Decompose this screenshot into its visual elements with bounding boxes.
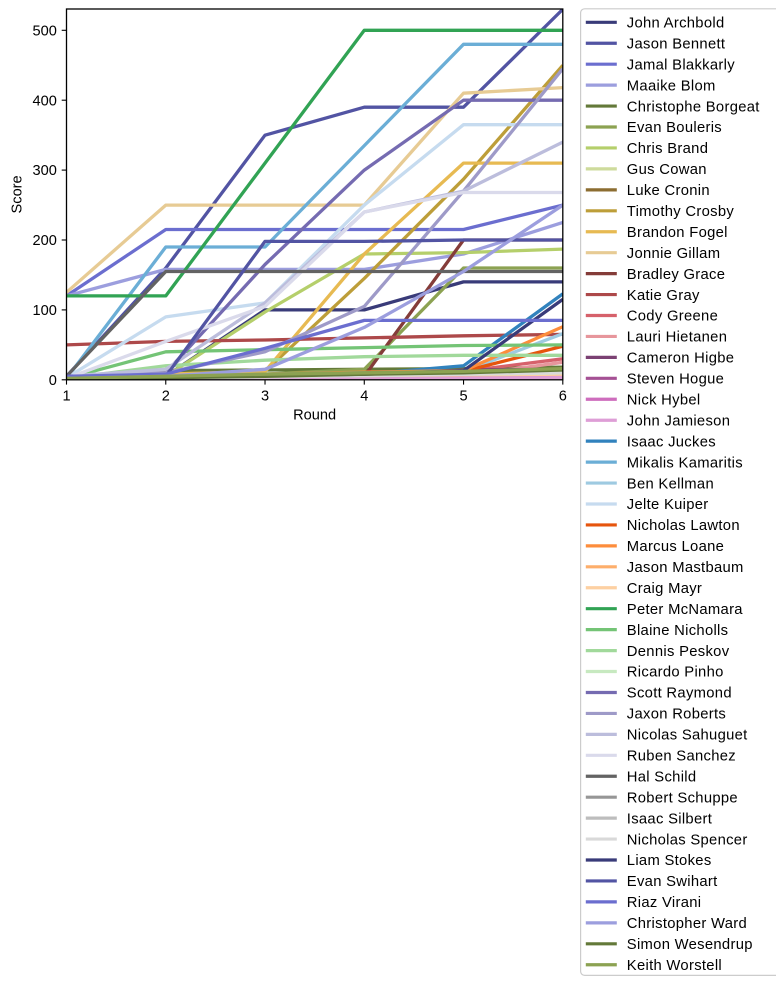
svg-text:Evan Bouleris: Evan Bouleris [627,120,722,136]
svg-text:Robert Schuppe: Robert Schuppe [627,790,738,806]
svg-text:Bradley Grace: Bradley Grace [627,267,725,283]
svg-text:Isaac Juckes: Isaac Juckes [627,434,716,450]
svg-text:Cameron Higbe: Cameron Higbe [627,351,735,367]
svg-text:Riaz Virani: Riaz Virani [627,895,702,911]
svg-text:6: 6 [559,389,567,405]
svg-text:100: 100 [33,303,57,319]
svg-text:Luke Cronin: Luke Cronin [627,183,710,199]
svg-text:Ben Kellman: Ben Kellman [627,476,714,492]
svg-text:Hal Schild: Hal Schild [627,769,697,785]
svg-text:Jonnie Gillam: Jonnie Gillam [627,246,721,262]
svg-text:Ruben Sanchez: Ruben Sanchez [627,749,736,765]
svg-text:Liam Stokes: Liam Stokes [627,853,712,869]
svg-text:200: 200 [33,233,57,249]
svg-text:Score: Score [9,175,25,213]
svg-text:Gus Cowan: Gus Cowan [627,162,707,178]
svg-text:Nicolas Sahuguet: Nicolas Sahuguet [627,728,748,744]
svg-text:Katie Gray: Katie Gray [627,288,700,304]
svg-text:Steven Hogue: Steven Hogue [627,372,724,388]
svg-text:Jelte Kuiper: Jelte Kuiper [627,497,709,513]
svg-text:1: 1 [62,389,70,405]
svg-text:John Archbold: John Archbold [627,16,725,32]
svg-text:Round: Round [293,408,336,424]
svg-text:Lauri Hietanen: Lauri Hietanen [627,330,727,346]
svg-text:Brandon Fogel: Brandon Fogel [627,225,728,241]
svg-text:Nicholas Lawton: Nicholas Lawton [627,518,740,534]
svg-text:Ricardo Pinho: Ricardo Pinho [627,665,724,681]
svg-text:Keith Worstell: Keith Worstell [627,958,722,974]
svg-text:Jason Mastbaum: Jason Mastbaum [627,560,744,576]
svg-text:Craig Mayr: Craig Mayr [627,581,702,597]
svg-text:Evan Swihart: Evan Swihart [627,874,718,890]
svg-text:3: 3 [261,389,269,405]
svg-text:Timothy Crosby: Timothy Crosby [627,204,735,220]
svg-text:John Jamieson: John Jamieson [627,413,730,429]
svg-text:Jason Bennett: Jason Bennett [627,36,726,52]
svg-text:Nick Hybel: Nick Hybel [627,392,701,408]
svg-text:Simon Wesendrup: Simon Wesendrup [627,937,753,953]
svg-text:Isaac Silbert: Isaac Silbert [627,811,712,827]
svg-text:Cody Greene: Cody Greene [627,309,718,325]
svg-text:Peter McNamara: Peter McNamara [627,602,743,618]
svg-text:Maaike Blom: Maaike Blom [627,78,716,94]
svg-text:Nicholas Spencer: Nicholas Spencer [627,832,748,848]
svg-text:5: 5 [459,389,467,405]
svg-text:Jaxon Roberts: Jaxon Roberts [627,707,726,723]
svg-text:500: 500 [33,23,57,39]
svg-text:Mikalis Kamaritis: Mikalis Kamaritis [627,455,743,471]
svg-text:2: 2 [162,389,170,405]
svg-text:Marcus Loane: Marcus Loane [627,539,724,555]
svg-text:Chris Brand: Chris Brand [627,141,708,157]
svg-text:Dennis Peskov: Dennis Peskov [627,644,730,660]
svg-text:Jamal Blakkarly: Jamal Blakkarly [627,57,735,73]
svg-text:0: 0 [49,373,57,389]
svg-text:300: 300 [33,163,57,179]
svg-text:Christopher Ward: Christopher Ward [627,916,747,932]
svg-text:Christophe Borgeat: Christophe Borgeat [627,99,760,115]
svg-text:Blaine Nicholls: Blaine Nicholls [627,623,729,639]
svg-text:Scott Raymond: Scott Raymond [627,686,732,702]
svg-text:4: 4 [360,389,368,405]
svg-text:400: 400 [33,93,57,109]
